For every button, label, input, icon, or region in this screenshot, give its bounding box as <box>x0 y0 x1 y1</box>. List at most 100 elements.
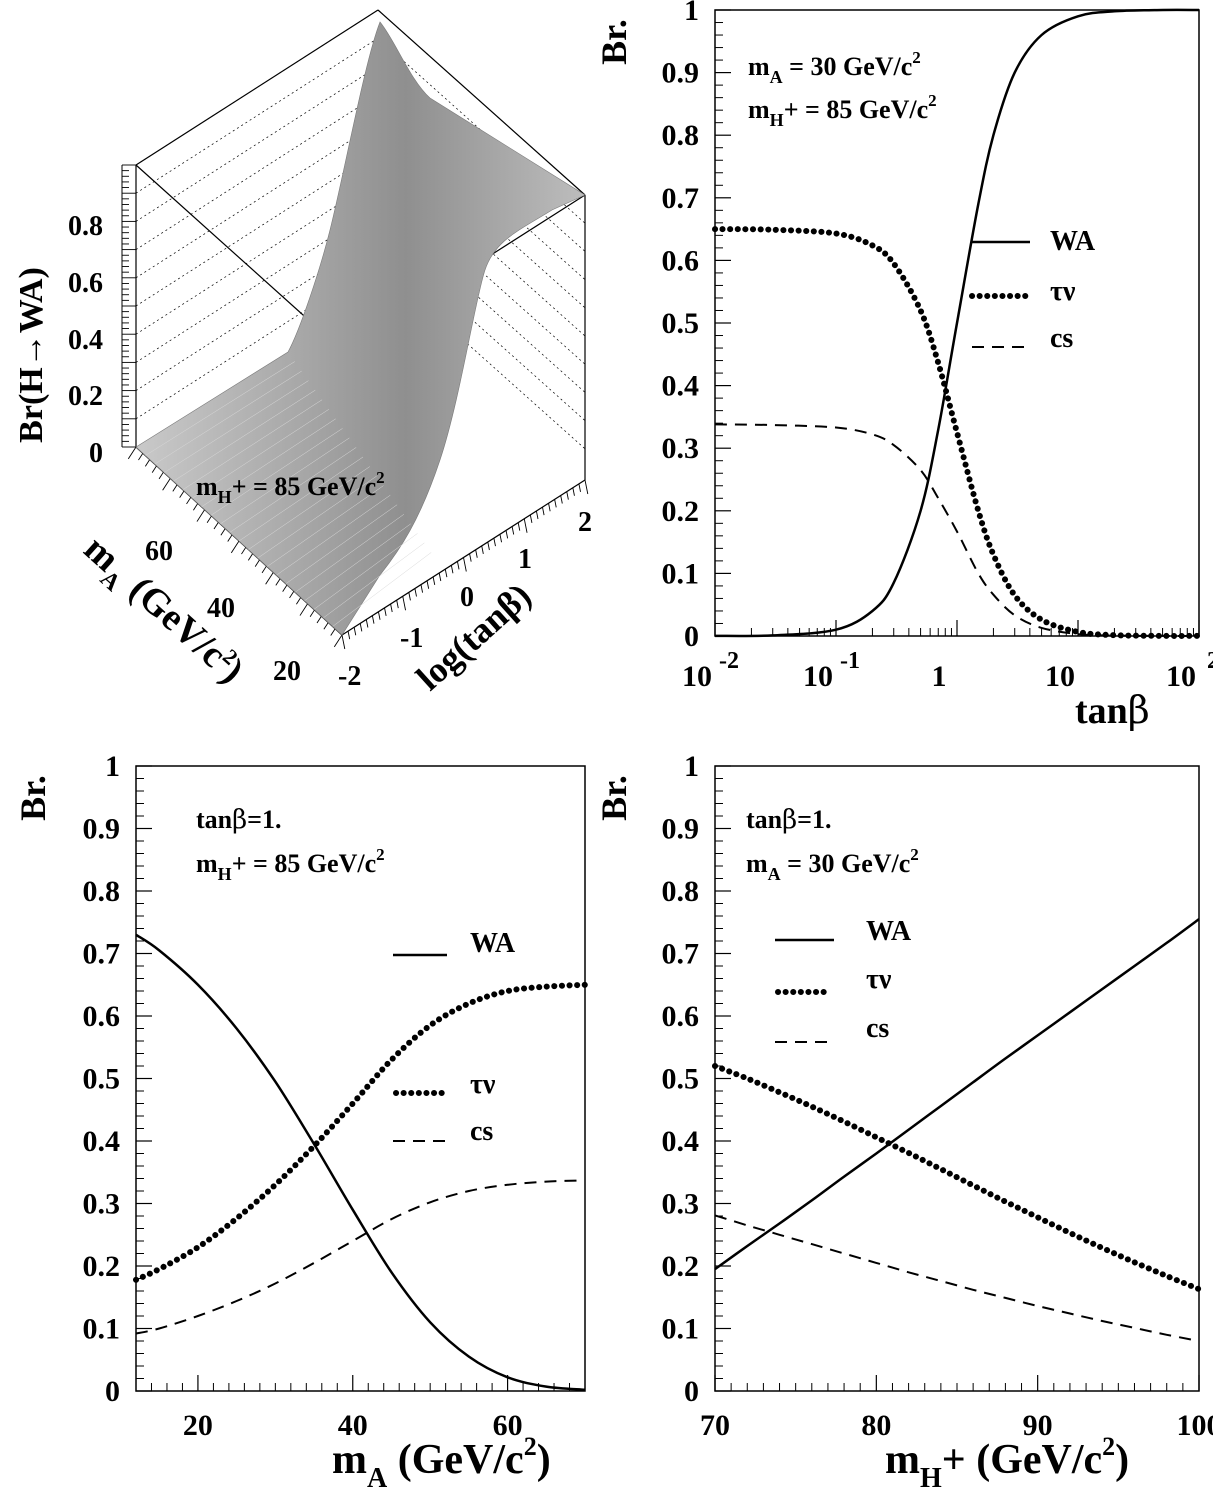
surface-mesh-line <box>192 409 330 499</box>
ma-panel: Br. 0 0.1 0.2 0.3 0.4 0.5 0.6 0.7 0.8 0.9 1 20 40 60… <box>13 750 588 1494</box>
mh-y-tick-label: 0.9 <box>662 813 700 846</box>
surface-z-axis-label: Br(H→WA) <box>13 267 50 443</box>
surface-panel: 0 0.2 0.4 0.6 0.8 Br(H→WA) mH+ = 85 GeV/… <box>13 9 592 698</box>
surface-x-tick <box>408 592 411 601</box>
surface-x-tick <box>390 603 393 613</box>
surface-mesh-line <box>182 399 323 490</box>
surface-y-tick <box>241 547 247 555</box>
surface-y-tick <box>323 622 329 630</box>
surface-x-tick <box>420 584 424 593</box>
surface-mesh-line <box>266 485 384 567</box>
mh-ylabel: Br. <box>594 775 634 821</box>
surface-x-tick <box>414 588 417 597</box>
surface-x-tick <box>584 479 589 495</box>
tanb-y-tick-label: 0.4 <box>662 370 700 403</box>
surface-x-tick <box>475 549 478 558</box>
surface-mesh-line <box>163 380 309 473</box>
surface-y-tick <box>138 453 144 461</box>
mh-panel: Br. 0 0.1 0.2 0.3 0.4 0.5 0.6 0.7 0.8 0.9 1 70 80 90… <box>594 750 1213 1494</box>
surface-mesh-line <box>145 361 295 456</box>
surface-x-tick-label: 1 <box>518 544 532 575</box>
surface-z-tick-label: 0 <box>89 438 103 469</box>
surface-x-tick <box>572 487 575 496</box>
surface-y-tick <box>333 634 343 648</box>
ma-y-tick-label: 0.3 <box>83 1188 121 1221</box>
tanb-series <box>712 8 1202 639</box>
surface-x-tick <box>560 495 563 504</box>
ma-y-tick-label: 0.9 <box>83 813 121 846</box>
surface-mesh-line <box>295 514 405 593</box>
ma-y-tick-label: 1 <box>105 750 120 783</box>
tanb-x-tick-label: 10 <box>1166 660 1196 693</box>
mh-y-tick-label: 0.2 <box>662 1250 700 1283</box>
tanb-y-tick-label: 0.2 <box>662 495 700 528</box>
mh-y-ticks: 0 0.1 0.2 0.3 0.4 0.5 0.6 0.7 0.8 0.9 1 <box>662 750 731 1408</box>
tanb-series-cs <box>714 423 1200 637</box>
surface-y-tick <box>193 503 199 511</box>
surface-x-tick-label: 2 <box>578 507 592 538</box>
surface-mesh-line <box>276 494 391 576</box>
mh-legend-label-cs: cs <box>866 1013 889 1044</box>
tanb-xlabel: tanβ <box>1075 688 1150 732</box>
surface-x-tick <box>365 619 369 628</box>
tanb-x-tick-label: 10 <box>682 660 712 693</box>
mh-y-tick-label: 0.1 <box>662 1313 700 1346</box>
surface-y-tick <box>162 478 171 491</box>
tanb-series-taunu <box>712 226 1202 639</box>
surface-x-tick <box>402 596 406 611</box>
surface-y-tick <box>151 465 157 473</box>
surface-y-tick <box>316 615 322 624</box>
surface-y-tick <box>230 540 240 554</box>
surface-x-tick <box>432 576 436 585</box>
surface-mesh-line <box>332 552 432 627</box>
mh-y-tick-label: 0 <box>684 1375 699 1408</box>
surface-x-tick <box>511 526 515 535</box>
surface-x-tick <box>529 514 533 523</box>
ma-y-tick-label: 0.2 <box>83 1250 121 1283</box>
surface-y-tick <box>275 578 281 586</box>
mh-x-tick-label: 80 <box>861 1409 891 1442</box>
ma-legend-label-cs: cs <box>470 1116 493 1147</box>
surface-y-tick <box>127 446 137 460</box>
surface-x-tick <box>566 491 569 500</box>
mh-frame <box>714 765 1200 1392</box>
surface-x-tick <box>542 507 545 516</box>
surface-y-tick <box>220 528 226 536</box>
mh-y-tick-label: 0.4 <box>662 1125 700 1158</box>
mh-x-ticks: 70 80 90 100 <box>700 1375 1213 1442</box>
surface-mesh-line <box>323 542 425 619</box>
surface-x-tick <box>505 530 509 539</box>
ma-annotation-2: mH+ = 85 GeV/c2 <box>196 845 385 884</box>
tanb-y-ticks: 0 0.1 0.2 0.3 0.4 0.5 0.6 0.7 0.8 0.9 1 <box>662 0 731 653</box>
ma-annotation-1: tanβ=1. <box>196 805 281 835</box>
mh-series <box>712 918 1202 1342</box>
ma-ylabel: Br. <box>13 775 53 821</box>
mh-y-tick-label: 0.6 <box>662 1000 700 1033</box>
surface-x-tick <box>578 483 581 492</box>
tanb-panel: Br. 00.10.20.30.40.50.60.70.80.91 10 -2 10… <box>594 0 1213 732</box>
tanb-ylabel: Br. <box>594 19 634 65</box>
surface-x-tick <box>341 634 346 650</box>
surface-mesh <box>135 21 586 636</box>
surface-y-tick <box>206 515 212 523</box>
mh-x-tick-label: 70 <box>700 1409 730 1442</box>
surface-gridline <box>377 9 586 196</box>
mh-y-tick-label: 0.8 <box>662 875 700 908</box>
surface-y-tick <box>265 572 274 585</box>
ma-legend-label-wa: WA <box>470 928 516 959</box>
tanb-legend-label-wa: WA <box>1050 226 1096 257</box>
ma-x-tick-label: 40 <box>338 1409 368 1442</box>
tanb-series-wa <box>714 8 1200 638</box>
surface-x-tick <box>444 569 448 578</box>
ma-y-tick-label: 0.7 <box>83 938 121 971</box>
surface-x-tick <box>359 623 363 632</box>
tanb-x-tick-label: 10 <box>803 660 833 693</box>
mh-series-taunu <box>712 1063 1202 1293</box>
surface-y-tick <box>227 534 233 542</box>
mh-legend: WA τν cs <box>775 916 912 1044</box>
surface-mesh-line <box>304 523 411 602</box>
ma-legend-label-taunu: τν <box>470 1069 496 1100</box>
surface-y-tick <box>289 590 295 599</box>
surface-x-tick-label: -2 <box>338 661 361 692</box>
